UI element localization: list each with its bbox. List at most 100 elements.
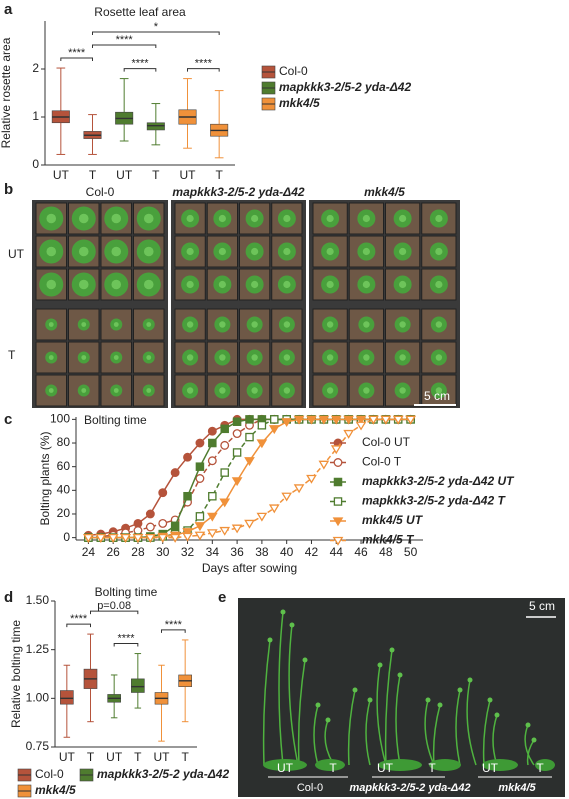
point <box>257 421 267 430</box>
point <box>232 417 242 426</box>
plant-center <box>146 355 152 360</box>
plant-center <box>143 279 154 290</box>
y-tick-label: 1.25 <box>26 642 50 656</box>
box <box>107 674 121 719</box>
plant-center <box>326 354 334 361</box>
point <box>343 415 354 425</box>
stem <box>288 624 299 766</box>
plant-center <box>251 214 259 223</box>
point <box>306 415 317 425</box>
rosette <box>535 759 555 771</box>
significance-label: **** <box>68 47 86 59</box>
stem <box>432 704 441 766</box>
point <box>183 452 192 462</box>
point <box>194 522 206 532</box>
plant-center <box>251 280 259 289</box>
point <box>107 533 119 543</box>
plant-center <box>219 387 226 394</box>
inflorescence <box>377 662 383 668</box>
point <box>220 424 229 434</box>
stem <box>466 679 477 766</box>
inflorescence <box>315 702 321 708</box>
legend-label: Col-0 <box>279 64 308 78</box>
legend-label: mapkkk3-2/5-2 yda-Δ42 UT <box>362 474 515 488</box>
plant-center <box>326 280 334 289</box>
plant-center <box>251 321 258 328</box>
y-tick-label: 1.00 <box>26 691 50 705</box>
x-tick-label: UT <box>154 750 171 764</box>
significance-bracket <box>113 643 139 647</box>
plant-center <box>78 279 89 290</box>
legend-marker <box>333 477 343 487</box>
legend-label: mapkkk3-2/5-2 yda-Δ42 <box>97 767 229 781</box>
legend-marker <box>333 458 343 467</box>
significance-label: **** <box>117 632 135 644</box>
box <box>178 639 192 723</box>
x-tick-label: 32 <box>181 545 195 559</box>
inflorescence <box>425 697 431 703</box>
point <box>355 421 367 431</box>
stem <box>347 689 356 766</box>
plant-center <box>251 247 259 256</box>
point <box>170 521 180 531</box>
x-tick-label: 28 <box>131 545 145 559</box>
inflorescence <box>531 737 537 743</box>
plant-center <box>435 280 443 289</box>
x-tick-label: 36 <box>230 545 244 559</box>
plant-center <box>399 214 407 223</box>
plant-center <box>111 213 122 224</box>
x-tick-label: 48 <box>379 545 393 559</box>
panel-label: e <box>218 589 226 606</box>
photo-row-label: T <box>8 348 16 362</box>
plant-center <box>399 354 406 361</box>
significance-bracket <box>92 44 157 49</box>
scale-label: 5 cm <box>424 389 450 403</box>
significance-label: * <box>154 21 159 33</box>
x-tick-label: T <box>181 750 189 764</box>
point <box>256 439 268 449</box>
point <box>195 474 205 483</box>
plant-center <box>46 279 57 290</box>
plant-center <box>251 387 258 394</box>
point <box>318 415 330 425</box>
plant-center <box>362 280 370 289</box>
plant-center <box>48 355 54 360</box>
stem <box>524 724 535 766</box>
point <box>158 518 168 528</box>
plant-center <box>46 213 57 224</box>
pot <box>100 308 132 341</box>
plant-center <box>113 322 119 327</box>
point <box>368 415 379 425</box>
y-axis-label: Relative rosette area <box>0 37 13 148</box>
point <box>392 415 404 425</box>
treatment-label: T <box>329 761 337 775</box>
box <box>131 653 145 709</box>
plant-center <box>81 388 87 393</box>
plant-center <box>81 322 87 327</box>
point <box>380 415 392 425</box>
point <box>355 415 367 425</box>
x-tick-label: 46 <box>354 545 368 559</box>
legend-marker <box>332 536 344 546</box>
legend-label: Col-0 T <box>362 455 402 469</box>
inflorescence <box>280 609 286 615</box>
plant-center <box>218 280 226 289</box>
legend-marker <box>333 497 343 506</box>
significance-bracket <box>187 68 220 72</box>
point <box>83 533 94 543</box>
y-tick-label: 0 <box>63 530 70 544</box>
point <box>245 432 254 442</box>
inflorescence <box>397 672 403 678</box>
point <box>281 418 293 427</box>
y-tick-label: 80 <box>57 435 71 449</box>
box <box>83 114 102 155</box>
legend-label: mapkkk3-2/5-2 yda-Δ42 <box>279 80 411 94</box>
plant-center <box>143 213 154 224</box>
point <box>244 457 255 467</box>
plant-center <box>399 247 407 256</box>
rosette <box>263 759 307 771</box>
plant-center <box>186 321 194 328</box>
box <box>51 67 70 155</box>
plant-center <box>218 247 226 256</box>
y-tick-label: 0.75 <box>26 739 50 753</box>
